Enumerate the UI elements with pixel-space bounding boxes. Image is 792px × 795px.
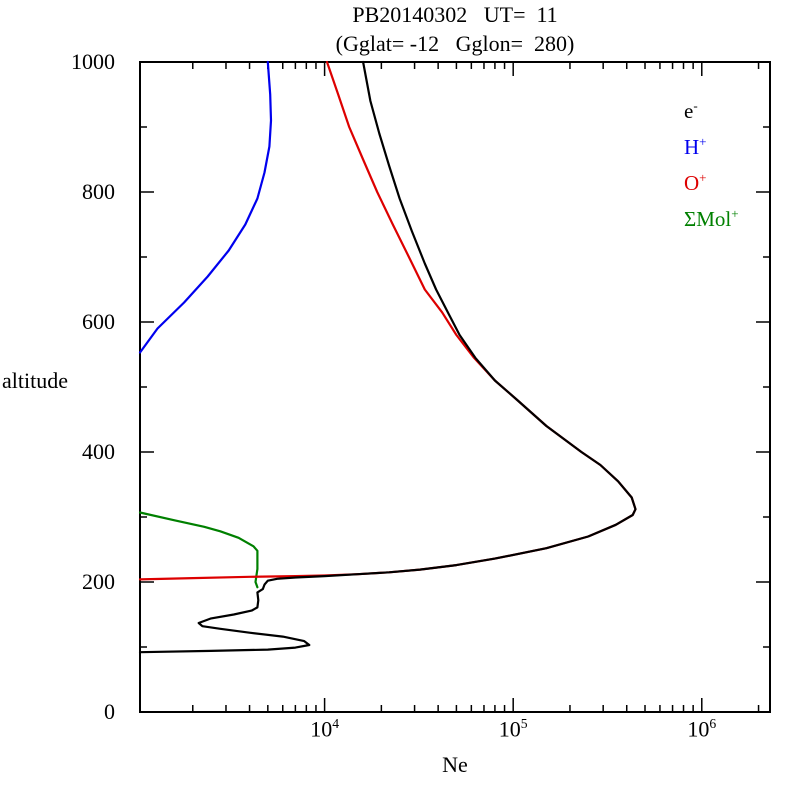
series-e- xyxy=(138,60,637,654)
chart-title: PB20140302 UT= 11 xyxy=(352,2,558,27)
legend-item-o-plus: O+ xyxy=(684,170,707,195)
legend-item-h-plus: H+ xyxy=(684,134,707,159)
y-tick-label: 1000 xyxy=(71,49,115,74)
y-tick-label: 0 xyxy=(104,699,115,724)
series-O+ xyxy=(138,60,637,581)
legend-item-mol-plus: ΣMol+ xyxy=(684,206,739,231)
y-tick-label: 800 xyxy=(82,179,115,204)
series-SigmaMol+ xyxy=(138,511,259,589)
y-tick-label: 400 xyxy=(82,439,115,464)
x-tick-label: 105 xyxy=(498,716,528,742)
y-tick-label: 200 xyxy=(82,569,115,594)
x-tick-label: 106 xyxy=(687,716,717,742)
y-axis-label: altitude xyxy=(2,368,68,393)
chart-subtitle: (Gglat= -12 Gglon= 280) xyxy=(335,31,575,56)
x-tick-label: 104 xyxy=(310,716,339,742)
x-axis-label: Ne xyxy=(442,752,468,777)
series-H+ xyxy=(138,60,273,354)
legend-item-electron: e- xyxy=(684,98,698,123)
y-tick-label: 600 xyxy=(82,309,115,334)
